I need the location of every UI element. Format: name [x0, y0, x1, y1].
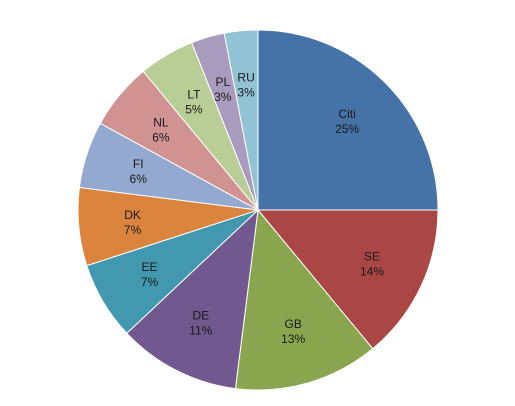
pie-slice-citi	[257, 29, 439, 211]
slice-label-de: DE 11%	[189, 308, 212, 337]
pie-slices	[77, 29, 439, 391]
slice-percent-label: 14%	[360, 265, 384, 279]
slice-percent-label: 25%	[335, 122, 359, 136]
slice-category-label: NL	[153, 116, 169, 130]
slice-label-nl: NL 6%	[152, 116, 170, 145]
slice-category-label: SE	[364, 250, 380, 264]
slice-label-lt: LT 5%	[185, 88, 203, 117]
slice-category-label: DE	[192, 308, 209, 322]
slice-percent-label: 6%	[152, 131, 170, 145]
slice-label-fi: FI 6%	[130, 157, 148, 186]
pie-slice-gb	[234, 208, 374, 391]
pie-slice-se	[256, 209, 439, 350]
slice-category-label: FI	[133, 157, 144, 171]
slice-percent-label: 7%	[141, 275, 159, 289]
slice-label-dk: DK 7%	[124, 208, 142, 237]
pie-slice-ru	[223, 29, 259, 211]
slice-percent-label: 5%	[185, 103, 203, 117]
slice-category-label: DK	[124, 208, 141, 222]
slice-percent-label: 6%	[130, 172, 148, 186]
pie-labels: Citi 25%SE 14%GB 13%DE 11%EE 7%DK 7%FI 6%NL 6%LT…	[124, 71, 384, 346]
slice-percent-label: 3%	[214, 90, 232, 104]
slice-percent-label: 11%	[189, 323, 212, 337]
slice-category-label: GB	[285, 317, 302, 331]
slice-category-label: Citi	[338, 107, 355, 121]
slice-label-ee: EE 7%	[141, 260, 159, 289]
slice-category-label: LT	[187, 88, 201, 102]
slice-percent-label: 7%	[124, 223, 142, 237]
slice-label-se: SE 14%	[360, 250, 384, 279]
slice-label-citi: Citi 25%	[335, 107, 359, 136]
slice-category-label: EE	[141, 260, 157, 274]
slice-category-label: PL	[215, 75, 230, 89]
slice-label-ru: RU 3%	[237, 71, 255, 100]
slice-percent-label: 13%	[281, 332, 305, 346]
pie-slice-de	[126, 208, 259, 390]
slice-percent-label: 3%	[237, 86, 255, 100]
slice-label-pl: PL 3%	[214, 75, 232, 104]
slice-label-gb: GB 13%	[281, 317, 305, 346]
slice-category-label: RU	[237, 71, 254, 85]
